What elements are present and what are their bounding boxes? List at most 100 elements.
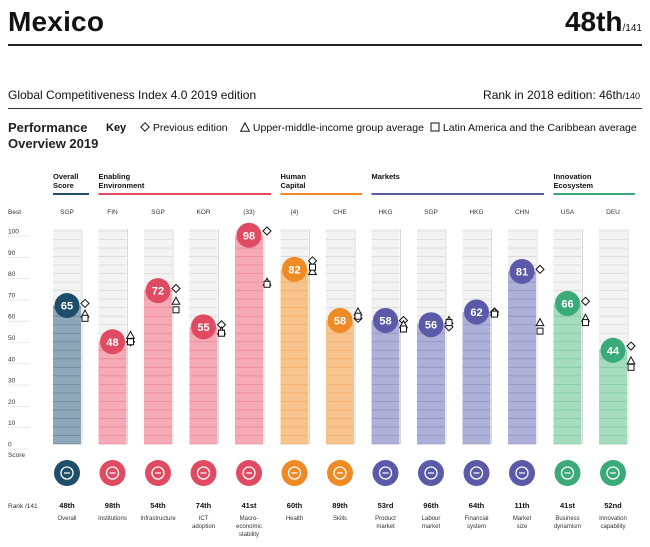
- score-circle: [509, 258, 535, 284]
- icon-glyph: [424, 466, 438, 480]
- score-bar: [371, 320, 400, 444]
- pillar-label: Market: [513, 516, 532, 522]
- country-name: Mexico: [8, 6, 105, 37]
- icon-glyph: [151, 466, 165, 480]
- pillar-institutions: FIN 48 98th Institutions: [98, 209, 136, 522]
- pillar-innovation-capability: DEU 44 52nd Innovation capability: [599, 209, 636, 530]
- pillar-label: Infrastructure: [140, 516, 176, 522]
- score-axis-label: Score: [8, 452, 25, 459]
- icon-glyph: [196, 466, 211, 480]
- rank-value: 74th: [196, 501, 212, 510]
- group-label: Enabling: [99, 172, 131, 181]
- score-value: 65: [61, 301, 73, 313]
- best-performer-label: CHN: [515, 209, 529, 216]
- y-tick-label: 30: [8, 378, 16, 385]
- upper-middle-income-marker: [171, 296, 181, 305]
- group-label: Overall: [53, 172, 78, 181]
- group-label: Markets: [372, 172, 400, 181]
- y-tick-label: 70: [8, 292, 16, 299]
- pillar-label: Financial: [464, 516, 488, 522]
- rank-axis-label: Rank /141: [8, 503, 38, 510]
- score-circle: [464, 299, 489, 325]
- icon-glyph: [560, 466, 575, 480]
- pillar-label: Overall: [57, 516, 76, 522]
- section-divider: [8, 108, 642, 109]
- icon-glyph: [287, 466, 302, 480]
- best-performer-label: HKG: [469, 209, 483, 216]
- pillar-label: Product: [375, 516, 396, 522]
- rank-value: 96th: [423, 501, 439, 510]
- pillar-label: size: [517, 524, 528, 530]
- latin-america-marker: [445, 319, 453, 327]
- score-circle: [145, 278, 171, 304]
- pillar-label: capability: [600, 524, 625, 530]
- pillar-label: market: [376, 524, 395, 530]
- score-value: 66: [561, 298, 573, 310]
- rank-2018-label: Rank in 2018 edition: 46th: [483, 88, 623, 102]
- score-circle: [418, 312, 444, 338]
- pillar-macro-economic-stability: (33) 98 41st Macro-economic stability: [235, 209, 272, 538]
- score-circle: [600, 337, 626, 363]
- latin-america-marker: [536, 327, 544, 335]
- pillar-label: adoption: [192, 524, 215, 530]
- score-circle: [191, 314, 216, 340]
- icon-glyph: [469, 466, 484, 480]
- score-bar: [553, 303, 582, 444]
- top-divider: [8, 44, 642, 46]
- group-label: Capital: [281, 181, 306, 190]
- score-value: 58: [379, 315, 391, 327]
- group-label: Environment: [99, 181, 145, 190]
- upper-middle-income-marker: [535, 317, 545, 327]
- score-value: 72: [152, 286, 164, 298]
- pillar-label: Business: [555, 516, 579, 522]
- latin-america-marker: [491, 310, 498, 318]
- performance-title: Performance Overview 2019: [8, 120, 99, 151]
- latin-america-marker: [582, 319, 589, 327]
- y-tick-label: 90: [8, 250, 16, 257]
- best-performer-label: KOR: [196, 209, 210, 216]
- pillar-ict-adoption: KOR 55 74th ICT adoption: [189, 209, 227, 530]
- score-bar: [508, 271, 536, 444]
- pillar-product-market: HKG 58 53rd Product market: [371, 209, 409, 530]
- pillar-financial-system: HKG 62 64th Financial system: [462, 209, 500, 530]
- pillar-label: stability: [239, 532, 259, 538]
- rank-value: 48th: [564, 6, 623, 37]
- score-value: 81: [516, 266, 528, 278]
- previous-edition-marker: [580, 296, 591, 306]
- icon-glyph: [515, 466, 529, 480]
- rank-total: /141: [622, 23, 642, 34]
- rank-value: 53rd: [378, 501, 394, 510]
- rank-value: 54th: [150, 501, 166, 510]
- icon-glyph: [105, 466, 120, 480]
- group-label: Score: [53, 181, 74, 190]
- edition-title: Global Competitiveness Index 4.0 2019 ed…: [8, 88, 257, 102]
- latin-america-marker: [309, 263, 316, 271]
- rank-value: 48th: [59, 501, 75, 510]
- score-value: 55: [197, 322, 209, 334]
- score-value: 58: [334, 315, 346, 327]
- score-bar: [462, 311, 491, 444]
- y-tick-label: 10: [8, 420, 16, 427]
- pillar-label: dynamism: [554, 524, 581, 530]
- score-value: 48: [106, 337, 118, 349]
- best-performer-label: HKG: [378, 209, 392, 216]
- rank-value: 52nd: [604, 501, 622, 510]
- y-tick-label: 60: [8, 314, 16, 321]
- legend-previous-edition: Previous edition: [140, 122, 228, 134]
- pillar-label: economic: [236, 524, 262, 530]
- score-circle: [236, 222, 262, 248]
- group-label: Innovation: [554, 172, 592, 181]
- best-performer-label: DEU: [606, 209, 620, 216]
- best-label: Best: [8, 209, 21, 216]
- legend-latin-america: Latin America and the Caribbean average: [430, 122, 637, 134]
- best-performer-label: USA: [561, 209, 575, 216]
- y-tick-label: 40: [8, 356, 16, 363]
- previous-edition-marker: [626, 341, 636, 351]
- group-label: Human: [281, 172, 307, 181]
- latin-america-marker: [354, 312, 362, 320]
- diamond-icon: [140, 122, 150, 132]
- rank-value: 60th: [287, 501, 303, 510]
- square-icon: [430, 122, 440, 132]
- score-bar: [189, 326, 218, 444]
